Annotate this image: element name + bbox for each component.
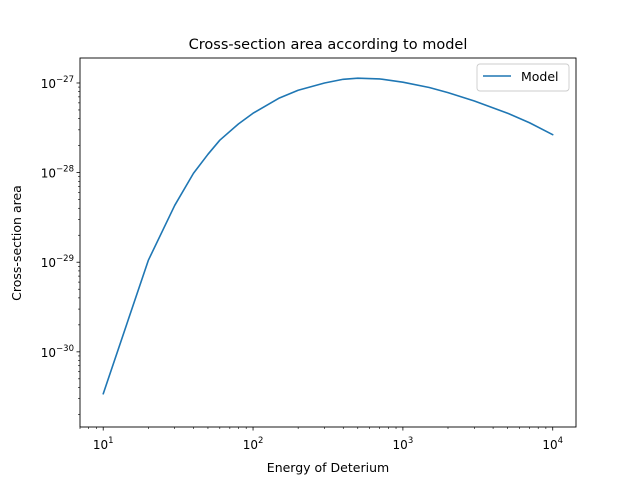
plot-area bbox=[80, 58, 576, 427]
x-tick-label: 103 bbox=[393, 436, 414, 452]
x-tick-label: 102 bbox=[243, 436, 264, 452]
tick-labels: 101 102 103 104 10−30 10−29 10−28 10−27 bbox=[41, 75, 563, 452]
legend-box bbox=[476, 63, 570, 92]
y-tick-label: 10−28 bbox=[41, 165, 74, 181]
chart-title: Cross-section area according to model bbox=[189, 37, 468, 53]
x-axis-label: Energy of Deterium bbox=[267, 460, 389, 475]
legend: Model bbox=[476, 63, 570, 92]
x-tick-label: 104 bbox=[542, 436, 563, 452]
legend-label-model: Model bbox=[521, 69, 559, 84]
x-tick-label: 101 bbox=[93, 436, 114, 452]
series-line-model bbox=[102, 77, 554, 395]
y-tick-label: 10−30 bbox=[41, 344, 74, 360]
y-tick-label: 10−27 bbox=[41, 75, 74, 91]
y-tick-label: 10−29 bbox=[41, 254, 74, 270]
y-axis-label: Cross-section area bbox=[9, 185, 24, 301]
major-ticks bbox=[76, 82, 554, 431]
series-layer bbox=[102, 77, 554, 395]
plot-frame bbox=[79, 57, 577, 428]
